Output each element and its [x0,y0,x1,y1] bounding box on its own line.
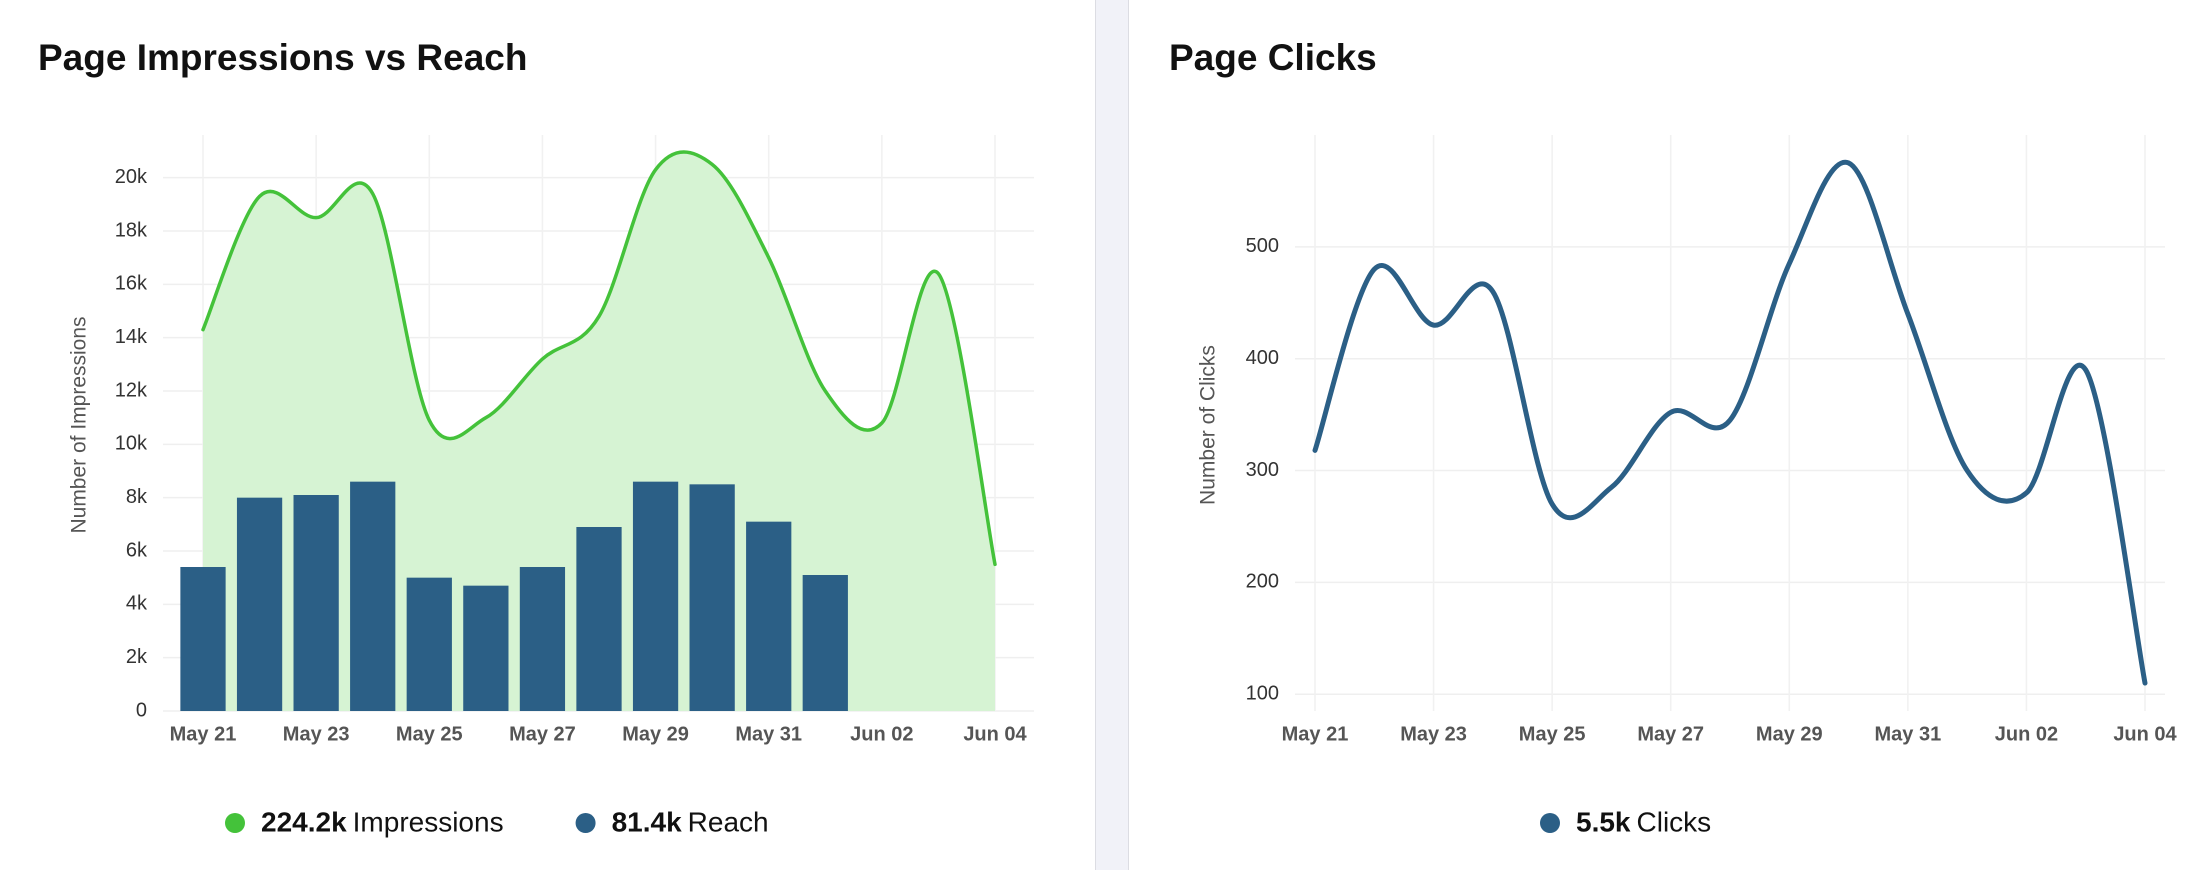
y-tick-label: 14k [115,326,148,348]
legend-marker [575,813,596,833]
y-axis-label: Number of Clicks [1197,345,1220,505]
y-tick-label: 300 [1246,459,1279,481]
y-tick-label: 8k [126,486,148,508]
x-tick-label: May 21 [1282,723,1349,745]
bar [180,567,226,711]
bar [236,497,283,711]
chart-title: Page Clicks [1169,37,1377,78]
y-tick-label: 2k [126,646,148,668]
x-tick-label: Jun 02 [1995,723,2058,745]
bar [689,484,735,711]
legend-marker [225,813,245,833]
y-tick-label: 6k [126,539,148,561]
line [1312,159,2148,686]
x-tick-label: May 21 [170,723,237,745]
y-tick-label: 500 [1246,235,1279,257]
x-tick-label: May 29 [622,723,689,745]
x-tick-label: May 29 [1756,723,1823,745]
bar [406,577,452,711]
x-tick-label: May 27 [1637,723,1704,745]
bar [576,527,622,711]
chart-title: Page Impressions vs Reach [38,37,527,78]
x-tick-label: May 23 [283,723,350,745]
x-tick-label: Jun 02 [850,723,913,745]
x-tick-label: Jun 04 [2113,723,2177,745]
x-tick-label: May 25 [396,723,463,745]
y-tick-label: 0 [136,699,147,721]
x-tick-label: May 31 [735,723,802,745]
legend-marker [1540,813,1560,833]
bar [632,481,679,711]
divider [1095,0,1129,870]
line [201,150,997,567]
x-tick-label: May 31 [1874,723,1941,745]
bar [293,495,339,711]
x-tick-label: May 27 [509,723,576,745]
legend-label: Reach [688,806,769,837]
x-tick-label: Jun 04 [963,723,1027,745]
y-tick-label: 16k [115,273,148,295]
bar [463,585,509,711]
bar [802,575,848,711]
y-tick-label: 100 [1246,683,1279,705]
y-tick-label: 12k [115,379,148,401]
legend-total: 5.5k [1576,806,1631,837]
y-tick-label: 200 [1246,571,1279,593]
legend-label: Clicks [1637,806,1712,837]
x-tick-label: May 23 [1400,723,1467,745]
bar [746,521,792,711]
legend-label: Impressions [353,806,504,837]
y-tick-label: 10k [115,433,148,455]
bar [350,481,396,711]
legend-total: 81.4k [612,806,682,837]
x-tick-label: May 25 [1519,723,1586,745]
y-tick-label: 18k [115,219,148,241]
y-axis-label: Number of Impressions [68,316,91,533]
legend-total: 224.2k [261,806,347,837]
bar [519,567,566,711]
y-tick-label: 20k [115,166,148,188]
y-tick-label: 400 [1246,347,1279,369]
area-fill [203,152,995,711]
y-tick-label: 4k [126,593,148,615]
